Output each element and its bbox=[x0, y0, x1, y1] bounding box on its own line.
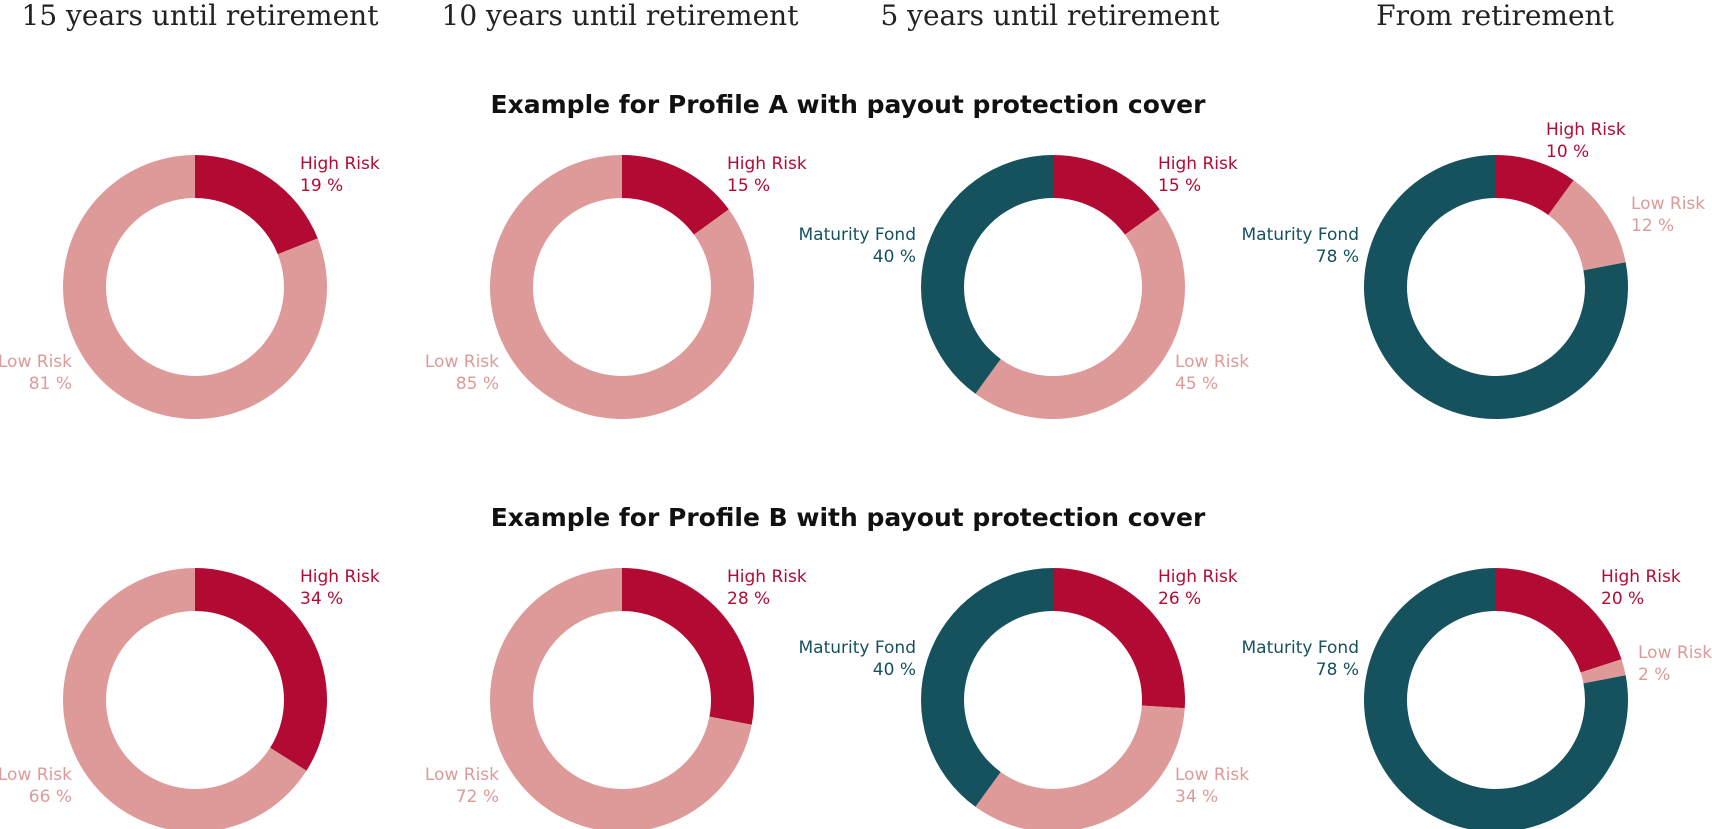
slice-name-label: Low Risk bbox=[0, 765, 72, 785]
slice-high-risk bbox=[195, 155, 318, 255]
column-title-15-years: 15 years until retirement bbox=[22, 0, 380, 32]
slice-name-label: High Risk bbox=[300, 567, 380, 587]
slice-maturity-fond bbox=[1363, 155, 1628, 420]
slice-maturity-fond bbox=[1364, 568, 1628, 829]
profile-a-title: Example for Profile A with payout protec… bbox=[491, 90, 1207, 119]
slice-name-label: High Risk bbox=[1546, 120, 1626, 140]
slice-high-risk bbox=[622, 568, 755, 725]
slice-value-label: 26 % bbox=[1158, 589, 1201, 609]
slice-name-label: High Risk bbox=[1601, 567, 1681, 587]
slice-high-risk bbox=[1496, 568, 1622, 673]
slice-name-label: Low Risk bbox=[1638, 643, 1712, 663]
slice-name-label: High Risk bbox=[300, 154, 380, 174]
slice-low-risk bbox=[63, 155, 328, 419]
slice-name-label: High Risk bbox=[1158, 154, 1238, 174]
slice-value-label: 15 % bbox=[1158, 176, 1201, 196]
slice-value-label: 34 % bbox=[1175, 787, 1218, 807]
slice-value-label: 81 % bbox=[29, 374, 72, 394]
slice-name-label: Low Risk bbox=[1175, 352, 1249, 372]
slice-low-risk bbox=[62, 568, 307, 829]
slice-name-label: High Risk bbox=[727, 154, 807, 174]
slice-value-label: 40 % bbox=[873, 247, 916, 267]
slice-low-risk bbox=[489, 155, 754, 420]
slice-maturity-fond bbox=[921, 155, 1053, 394]
slice-low-risk bbox=[1580, 659, 1626, 684]
slice-high-risk bbox=[195, 568, 327, 771]
slice-name-label: Low Risk bbox=[425, 352, 499, 372]
slice-low-risk bbox=[490, 568, 752, 829]
column-titles: 15 years until retirement 10 years until… bbox=[22, 0, 1615, 32]
slice-name-label: High Risk bbox=[1158, 567, 1238, 587]
slice-value-label: 85 % bbox=[456, 374, 499, 394]
slice-low-risk bbox=[1548, 180, 1626, 271]
slice-name-label: Low Risk bbox=[1631, 194, 1705, 214]
slice-value-label: 34 % bbox=[300, 589, 343, 609]
slice-name-label: Maturity Fond bbox=[798, 225, 916, 245]
slice-name-label: Low Risk bbox=[1175, 765, 1249, 785]
slice-name-label: High Risk bbox=[727, 567, 807, 587]
slice-value-label: 15 % bbox=[727, 176, 770, 196]
slice-value-label: 2 % bbox=[1638, 665, 1670, 685]
slice-name-label: Maturity Fond bbox=[1241, 638, 1359, 658]
slice-value-label: 20 % bbox=[1601, 589, 1644, 609]
slice-value-label: 28 % bbox=[727, 589, 770, 609]
column-title-5-years: 5 years until retirement bbox=[880, 0, 1220, 32]
slice-maturity-fond bbox=[921, 568, 1053, 807]
slice-low-risk bbox=[975, 209, 1186, 420]
slice-name-label: Low Risk bbox=[425, 765, 499, 785]
slice-high-risk bbox=[622, 155, 729, 235]
slice-value-label: 10 % bbox=[1546, 142, 1589, 162]
slice-value-label: 19 % bbox=[300, 176, 343, 196]
slice-value-label: 78 % bbox=[1316, 660, 1359, 680]
profile-b-title: Example for Profile B with payout protec… bbox=[491, 503, 1206, 532]
column-title-10-years: 10 years until retirement bbox=[442, 0, 800, 32]
slice-value-label: 72 % bbox=[456, 787, 499, 807]
slice-value-label: 66 % bbox=[29, 787, 72, 807]
slice-name-label: Maturity Fond bbox=[798, 638, 916, 658]
slice-high-risk bbox=[1496, 155, 1574, 215]
slice-value-label: 12 % bbox=[1631, 216, 1674, 236]
slice-high-risk bbox=[1053, 155, 1160, 235]
slice-high-risk bbox=[1053, 568, 1186, 709]
slice-name-label: Low Risk bbox=[0, 352, 72, 372]
column-title-from-retirement: From retirement bbox=[1376, 0, 1614, 32]
slice-low-risk bbox=[975, 705, 1185, 829]
slice-value-label: 78 % bbox=[1316, 247, 1359, 267]
slice-value-label: 45 % bbox=[1175, 374, 1218, 394]
slice-value-label: 40 % bbox=[873, 660, 916, 680]
slice-name-label: Maturity Fond bbox=[1241, 225, 1359, 245]
